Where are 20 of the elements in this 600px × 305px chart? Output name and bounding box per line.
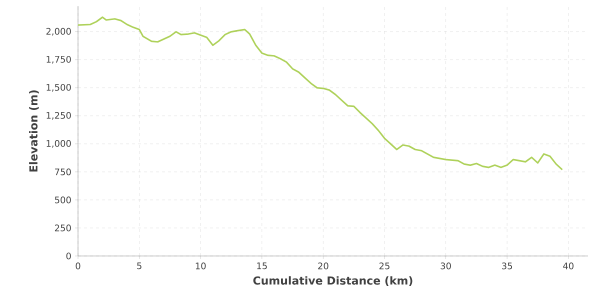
x-tick-label: 35 [502,262,512,270]
x-tick-label: 25 [379,262,390,270]
x-tick-label: 30 [440,262,451,270]
y-tick-label: 1,000 [46,140,71,148]
x-tick-label: 15 [257,262,267,270]
y-tick-label: 1,500 [46,84,71,92]
y-tick-label: 1,750 [46,56,71,64]
y-tick-label: 2,000 [46,28,71,36]
x-tick-label: 10 [196,262,206,270]
y-tick-label: 250 [54,224,71,232]
y-tick-label: 750 [55,168,71,176]
x-tick-label: 5 [137,262,142,270]
y-tick-label: 1,250 [46,112,71,120]
x-axis-title: Cumulative Distance (km) [253,276,412,286]
y-tick-label: 0 [66,252,71,260]
x-tick-label: 20 [318,262,328,270]
y-tick-label: 500 [54,196,71,204]
x-tick-label: 40 [563,262,574,270]
x-tick-label: 0 [76,262,80,270]
y-axis-title: Elevation (m) [29,90,39,172]
